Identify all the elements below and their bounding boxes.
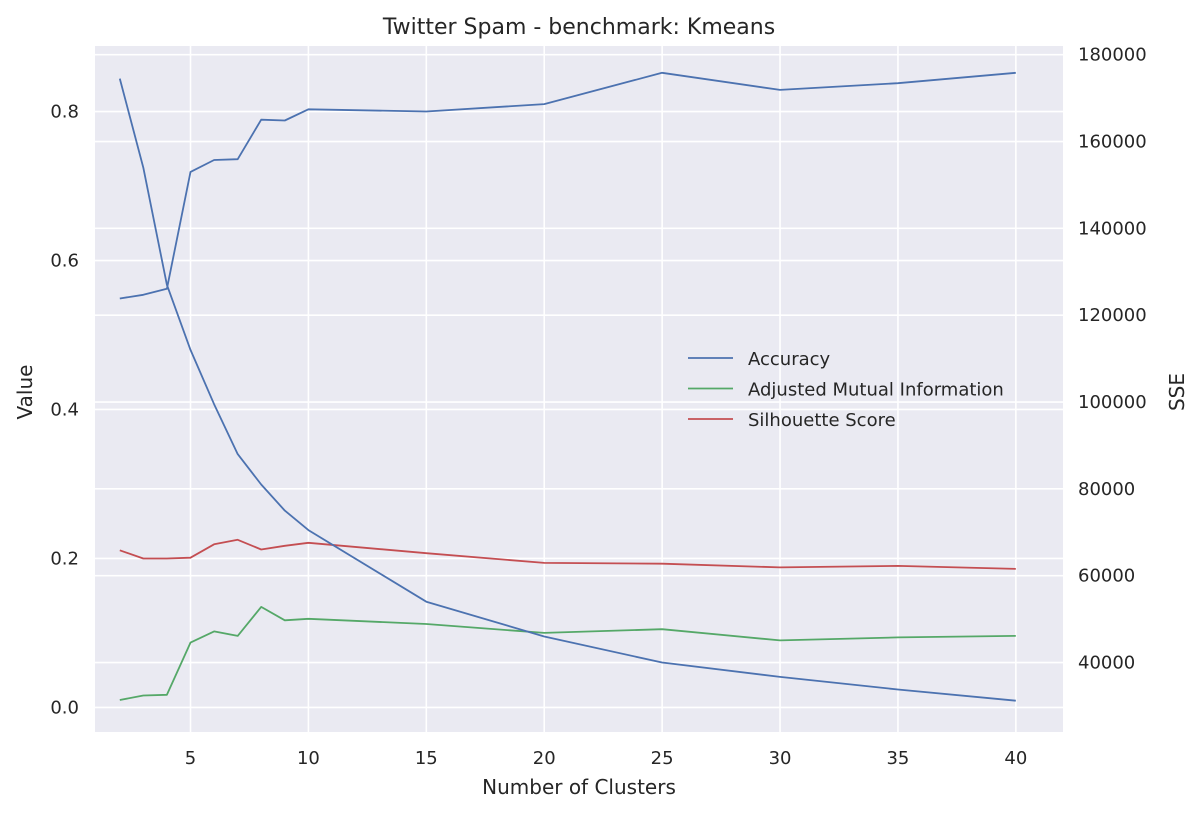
series-layer bbox=[118, 71, 1016, 702]
x-gridlines bbox=[189, 46, 1017, 732]
y2-tick-label: 60000 bbox=[1078, 566, 1135, 587]
y-tick-label: 0.8 bbox=[50, 102, 79, 123]
x-tick-label: 35 bbox=[886, 748, 909, 769]
y-tick-label: 0.4 bbox=[50, 399, 79, 420]
y2-tick-labels: 40000 60000 80000 100000 120000 140000 160000 1… bbox=[1078, 45, 1147, 674]
y2-tick-label: 80000 bbox=[1078, 479, 1135, 500]
x-axis-title: Number of Clusters bbox=[482, 775, 676, 799]
legend: Accuracy Adjusted Mutual Information Silho… bbox=[688, 349, 1004, 431]
x-tick-label: 10 bbox=[297, 748, 320, 769]
legend-label: Adjusted Mutual Information bbox=[748, 380, 1004, 401]
y2-tick-label: 180000 bbox=[1078, 45, 1147, 66]
y2-tick-label: 120000 bbox=[1078, 305, 1147, 326]
x-tick-labels: 5 10 15 20 25 30 35 40 bbox=[185, 748, 1028, 769]
legend-label: Accuracy bbox=[748, 349, 831, 370]
y2-tick-label: 140000 bbox=[1078, 218, 1147, 239]
x-tick-label: 30 bbox=[769, 748, 792, 769]
chart-title: Twitter Spam - benchmark: Kmeans bbox=[382, 15, 775, 40]
legend-label: Silhouette Score bbox=[748, 410, 896, 431]
y-tick-labels: 0.0 0.2 0.4 0.6 0.8 bbox=[50, 102, 79, 719]
x-tick-label: 5 bbox=[185, 748, 196, 769]
x-tick-label: 20 bbox=[533, 748, 556, 769]
y2-tick-label: 100000 bbox=[1078, 392, 1147, 413]
x-tick-label: 15 bbox=[415, 748, 438, 769]
sse-line bbox=[118, 78, 1016, 702]
y2-axis-title: SSE bbox=[1165, 373, 1189, 411]
series-line-adjusted-mutual-information bbox=[119, 606, 1016, 701]
series-line-accuracy bbox=[119, 71, 1016, 300]
y-tick-label: 0.2 bbox=[50, 548, 79, 569]
y2-gridlines bbox=[95, 53, 1063, 664]
x-tick-label: 40 bbox=[1004, 748, 1027, 769]
y-gridlines bbox=[95, 110, 1063, 709]
plot-area bbox=[95, 46, 1063, 732]
y-tick-label: 0.6 bbox=[50, 251, 79, 272]
series-line-silhouette-score bbox=[119, 538, 1016, 570]
y2-tick-label: 40000 bbox=[1078, 653, 1135, 674]
y-axis-title: Value bbox=[13, 365, 37, 420]
y-tick-label: 0.0 bbox=[50, 697, 79, 718]
y2-tick-label: 160000 bbox=[1078, 132, 1147, 153]
x-tick-label: 25 bbox=[651, 748, 674, 769]
